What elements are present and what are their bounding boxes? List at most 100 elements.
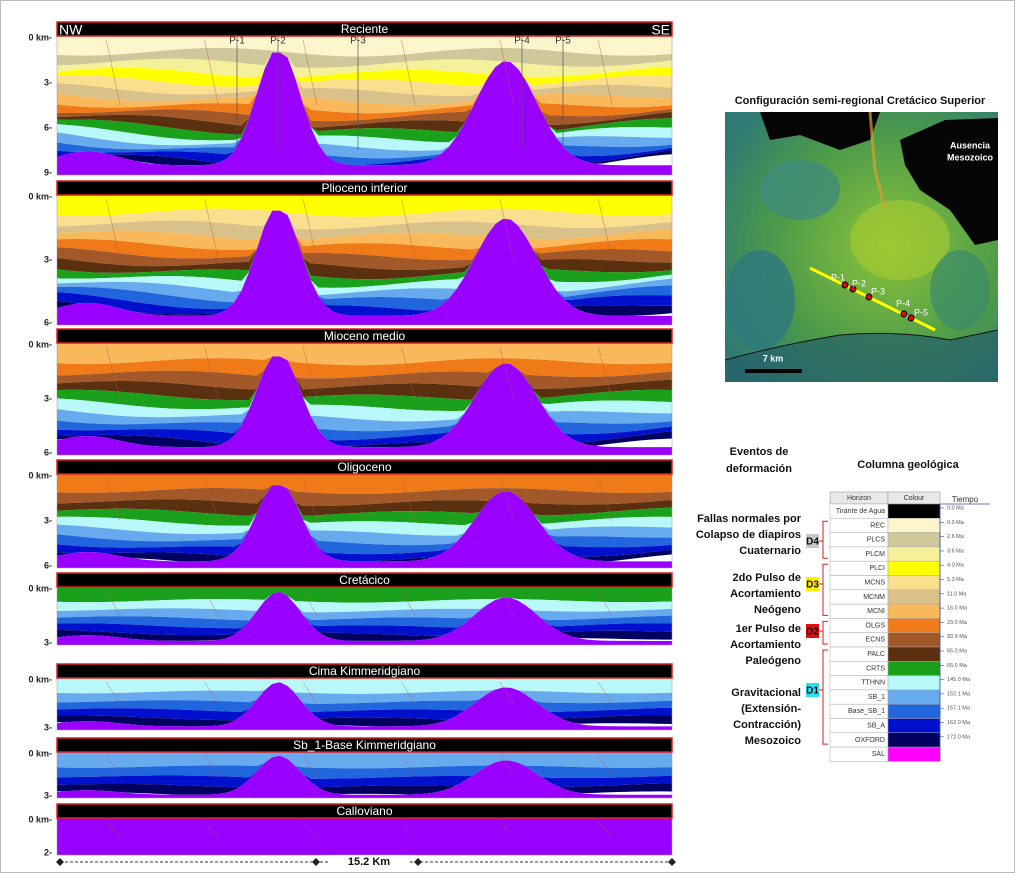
fault [597,346,613,400]
age: 3.6 Ma [947,548,965,554]
fault [204,590,219,617]
layer [57,52,672,114]
header: Colour [904,495,925,502]
depth-label: 3- [44,515,52,525]
fault [204,477,219,522]
layer [57,47,672,68]
layer [57,210,672,280]
layer [57,485,672,507]
age: 0.0 Ma [947,505,965,511]
depth-label: 3- [44,254,52,264]
layer [57,485,672,555]
colour-cell [887,746,941,762]
events: Fallas normales por Colapso de diapiros Cu… [696,513,828,747]
map-label: Mesozoico [947,152,994,162]
fault [302,477,318,522]
fault [302,346,318,400]
layer [57,682,672,721]
colour-cell [887,560,941,576]
fault [499,39,515,106]
layer [57,591,672,621]
layer [57,208,672,230]
depth-label: 6- [44,560,52,570]
well-label: P-1 [229,36,245,47]
fault [401,346,416,400]
layer [57,210,672,250]
panel-title: Cima Kimmeridgiano [309,664,421,678]
layer [57,52,672,166]
fault [302,755,318,776]
fault [105,346,121,400]
depth-label: 0 km- [28,748,52,758]
layer [57,591,672,641]
title-bar [56,803,673,819]
fault [105,590,121,617]
age: 152.1 Ma [947,691,971,697]
salt [57,52,672,175]
horizon-name: TTHNN [861,680,885,687]
fault [401,755,416,776]
layer [57,485,672,536]
events-title: Eventos de [730,446,789,458]
layer [57,356,672,422]
depth-label: 9- [44,167,52,177]
map-well: P-4 [896,298,910,308]
fault [597,821,613,837]
horizon-name: OXFORD [855,737,885,744]
horizon-name: SB_A [867,722,885,729]
map-well: P-1 [831,272,845,282]
colour-cell [887,689,941,705]
title-bar [56,21,673,37]
map [725,112,998,382]
layer [57,485,672,526]
colour-cell [887,661,941,676]
title-bar [56,180,673,196]
column-title: Columna geológica [857,459,959,471]
age: 65.0 Ma [947,663,968,669]
layer [57,52,672,105]
title-bar [56,459,673,475]
layer [57,752,672,769]
fault [105,477,121,522]
event-text: Colapso de diapiros [696,529,801,541]
fault [204,681,219,705]
event-code-bg [806,534,819,548]
event-code: D4 [806,537,819,548]
event-text: 2do Pulso de [733,572,801,584]
title-bar [56,663,673,679]
age: 11.0 Ma [947,591,967,597]
event-text: Fallas normales por [697,513,802,525]
depth-label: 6- [44,122,52,132]
salt [57,682,672,730]
layer [57,678,672,694]
layer [57,52,672,151]
layer [57,474,672,494]
horizon-name: PLCI [869,565,885,572]
header: Horizon [847,495,871,502]
nw-label: NW [59,22,83,38]
horizon-name: SB_1 [868,694,885,701]
fault [597,590,613,617]
event-code-bg [806,683,819,697]
layer [57,485,672,562]
layer [57,485,672,516]
fault [105,821,121,837]
fault [499,477,515,522]
fault [105,755,121,776]
depth-label: 3- [44,722,52,732]
depth-label: 3- [44,637,52,647]
layer [57,195,672,217]
depth-label: 0 km- [28,32,52,42]
event-code-bg [806,577,819,591]
layer [57,591,672,636]
salt [57,755,672,798]
salt [57,818,672,855]
depth-label: 0 km- [28,814,52,824]
depth-label: 0 km- [28,674,52,684]
depth-label: 0 km- [28,470,52,480]
colour-cell [887,718,941,734]
layer [57,356,672,432]
event-text: Acortamiento [730,588,801,600]
event-code-bg [806,624,819,638]
age: 162.0 Ma [947,720,971,726]
